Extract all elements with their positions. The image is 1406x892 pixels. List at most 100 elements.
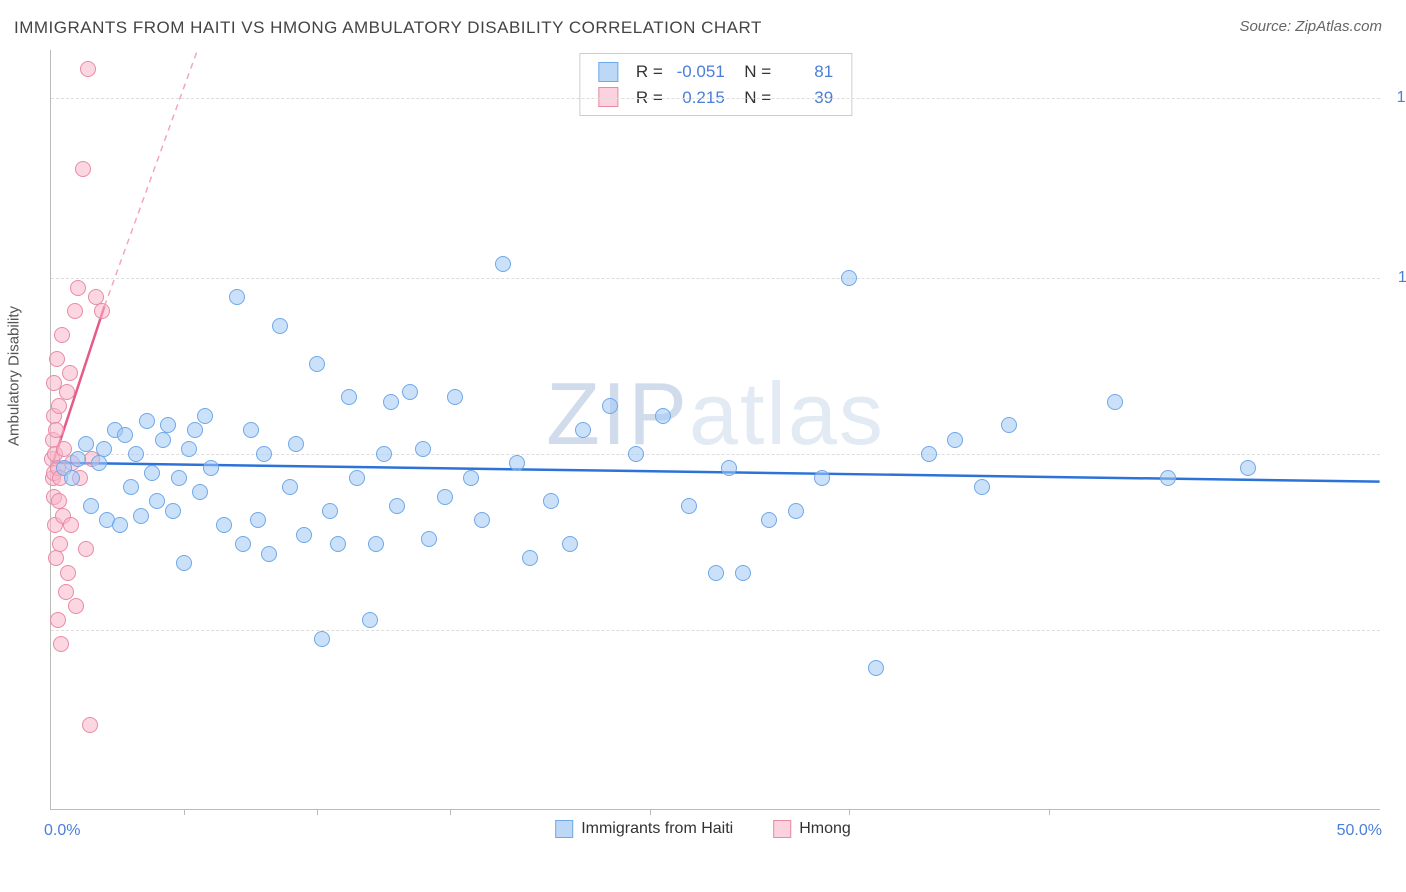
- point-haiti: [421, 531, 437, 547]
- point-haiti: [437, 489, 453, 505]
- point-haiti: [250, 512, 266, 528]
- y-axis-label: Ambulatory Disability: [6, 306, 23, 446]
- point-haiti: [187, 422, 203, 438]
- plot-area: ZIPatlas R =-0.051 N =81 R =0.215 N =39 …: [50, 50, 1380, 810]
- point-haiti: [721, 460, 737, 476]
- stats-row-haiti: R =-0.051 N =81: [598, 59, 833, 85]
- x-tick: [650, 809, 651, 815]
- point-haiti: [708, 565, 724, 581]
- point-hmong: [78, 541, 94, 557]
- point-hmong: [63, 517, 79, 533]
- point-haiti: [383, 394, 399, 410]
- point-haiti: [96, 441, 112, 457]
- point-haiti: [681, 498, 697, 514]
- point-haiti: [1160, 470, 1176, 486]
- point-haiti: [1107, 394, 1123, 410]
- y-tick-label: 15.0%: [1397, 89, 1406, 107]
- point-haiti: [543, 493, 559, 509]
- point-hmong: [94, 303, 110, 319]
- point-haiti: [123, 479, 139, 495]
- point-haiti: [83, 498, 99, 514]
- point-hmong: [54, 327, 70, 343]
- swatch-hmong-icon: [773, 820, 791, 838]
- point-haiti: [261, 546, 277, 562]
- point-haiti: [1240, 460, 1256, 476]
- point-haiti: [788, 503, 804, 519]
- point-hmong: [48, 422, 64, 438]
- point-hmong: [75, 161, 91, 177]
- gridline-h: [51, 278, 1380, 279]
- point-haiti: [868, 660, 884, 676]
- point-haiti: [322, 503, 338, 519]
- point-haiti: [243, 422, 259, 438]
- point-haiti: [64, 470, 80, 486]
- point-haiti: [655, 408, 671, 424]
- point-haiti: [309, 356, 325, 372]
- legend-item-hmong: Hmong: [773, 820, 851, 838]
- x-axis-min-label: 0.0%: [44, 822, 80, 840]
- point-hmong: [60, 565, 76, 581]
- point-haiti: [117, 427, 133, 443]
- point-haiti: [575, 422, 591, 438]
- watermark: ZIPatlas: [546, 363, 885, 465]
- point-haiti: [1001, 417, 1017, 433]
- y-tick-label: 11.2%: [1398, 269, 1406, 287]
- stats-legend-box: R =-0.051 N =81 R =0.215 N =39: [579, 53, 852, 116]
- point-haiti: [235, 536, 251, 552]
- gridline-h: [51, 454, 1380, 455]
- gridline-h: [51, 630, 1380, 631]
- point-haiti: [171, 470, 187, 486]
- point-haiti: [197, 408, 213, 424]
- point-haiti: [947, 432, 963, 448]
- x-tick: [450, 809, 451, 815]
- point-hmong: [50, 612, 66, 628]
- point-haiti: [522, 550, 538, 566]
- legend-bottom: Immigrants from Haiti Hmong: [555, 820, 851, 838]
- point-haiti: [165, 503, 181, 519]
- point-haiti: [376, 446, 392, 462]
- x-tick: [1049, 809, 1050, 815]
- point-haiti: [362, 612, 378, 628]
- point-haiti: [921, 446, 937, 462]
- point-haiti: [176, 555, 192, 571]
- point-hmong: [59, 384, 75, 400]
- point-haiti: [192, 484, 208, 500]
- point-haiti: [761, 512, 777, 528]
- point-haiti: [495, 256, 511, 272]
- point-haiti: [282, 479, 298, 495]
- point-haiti: [314, 631, 330, 647]
- point-hmong: [68, 598, 84, 614]
- point-haiti: [144, 465, 160, 481]
- point-haiti: [602, 398, 618, 414]
- point-haiti: [70, 451, 86, 467]
- chart-title: IMMIGRANTS FROM HAITI VS HMONG AMBULATOR…: [14, 18, 762, 38]
- point-haiti: [341, 389, 357, 405]
- x-tick: [849, 809, 850, 815]
- point-haiti: [128, 446, 144, 462]
- point-hmong: [48, 550, 64, 566]
- point-haiti: [112, 517, 128, 533]
- x-tick: [317, 809, 318, 815]
- point-hmong: [80, 61, 96, 77]
- x-axis-max-label: 50.0%: [1337, 822, 1382, 840]
- point-haiti: [181, 441, 197, 457]
- point-hmong: [62, 365, 78, 381]
- point-haiti: [149, 493, 165, 509]
- point-haiti: [814, 470, 830, 486]
- point-haiti: [735, 565, 751, 581]
- point-hmong: [53, 636, 69, 652]
- point-haiti: [133, 508, 149, 524]
- point-haiti: [155, 432, 171, 448]
- point-haiti: [272, 318, 288, 334]
- point-hmong: [67, 303, 83, 319]
- point-haiti: [415, 441, 431, 457]
- point-haiti: [974, 479, 990, 495]
- point-haiti: [288, 436, 304, 452]
- point-haiti: [349, 470, 365, 486]
- point-haiti: [389, 498, 405, 514]
- swatch-haiti-icon: [555, 820, 573, 838]
- point-haiti: [229, 289, 245, 305]
- point-haiti: [463, 470, 479, 486]
- point-haiti: [509, 455, 525, 471]
- point-haiti: [160, 417, 176, 433]
